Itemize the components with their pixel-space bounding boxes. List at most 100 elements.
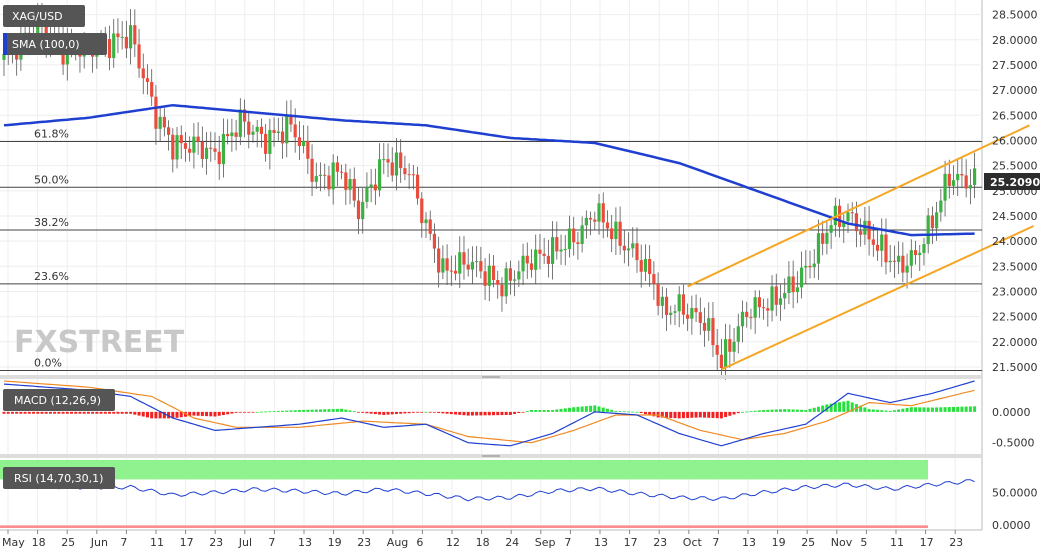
time-tick-label: 23 bbox=[949, 536, 963, 549]
candle-down bbox=[145, 78, 150, 82]
macd-histogram-bar bbox=[610, 409, 614, 412]
candle-down bbox=[538, 249, 542, 254]
macd-histogram-bar bbox=[289, 410, 293, 412]
macd-histogram-bar bbox=[876, 409, 880, 412]
macd-histogram-bar bbox=[567, 407, 571, 412]
time-tick-label: 11 bbox=[890, 536, 904, 549]
candle-down bbox=[576, 242, 580, 244]
macd-histogram-bar bbox=[753, 410, 757, 412]
last-price-tag bbox=[984, 173, 1040, 190]
time-tick-label: Sep bbox=[535, 536, 556, 549]
candle-down bbox=[555, 237, 559, 252]
candle-down bbox=[154, 96, 158, 129]
macd-histogram-bar bbox=[78, 411, 82, 414]
sma-legend-swatch bbox=[3, 33, 7, 55]
candle-up bbox=[935, 212, 939, 229]
candle-up bbox=[112, 33, 116, 58]
candle-down bbox=[356, 200, 361, 220]
candle-down bbox=[373, 184, 377, 191]
macd-histogram-bar bbox=[108, 411, 111, 414]
candle-up bbox=[204, 147, 209, 159]
macd-histogram-bar bbox=[335, 408, 339, 412]
macd-histogram-bar bbox=[57, 411, 61, 414]
candle-down bbox=[247, 121, 251, 135]
candle-down bbox=[529, 263, 534, 270]
candle-up bbox=[897, 255, 901, 262]
candle-up bbox=[783, 292, 787, 299]
macd-histogram-bar bbox=[918, 407, 922, 412]
candle-up bbox=[192, 136, 196, 153]
candle-down bbox=[483, 271, 487, 286]
candle-down bbox=[272, 130, 276, 133]
macd-histogram-bar bbox=[386, 411, 390, 415]
time-tick-label: 19 bbox=[328, 536, 342, 549]
macd-histogram-bar bbox=[930, 407, 934, 412]
candle-down bbox=[711, 318, 715, 346]
time-tick-label: 13 bbox=[298, 536, 312, 549]
candle-down bbox=[681, 294, 686, 315]
macd-histogram-bar bbox=[53, 411, 57, 414]
macd-histogram-bar bbox=[116, 411, 120, 414]
candle-up bbox=[175, 135, 179, 160]
macd-histogram-bar bbox=[551, 410, 555, 412]
macd-histogram-bar bbox=[631, 411, 635, 413]
candle-down bbox=[124, 36, 128, 49]
candle-down bbox=[403, 168, 407, 175]
candle-up bbox=[846, 212, 850, 222]
rsi-line bbox=[3, 479, 975, 502]
macd-histogram-bar bbox=[880, 410, 884, 412]
macd-histogram-bar bbox=[416, 411, 420, 413]
candle-up bbox=[643, 258, 648, 272]
candle-down bbox=[242, 109, 247, 122]
candle-down bbox=[542, 253, 546, 256]
candle-down bbox=[280, 131, 285, 144]
candle-up bbox=[626, 248, 631, 251]
candle-down bbox=[762, 307, 766, 309]
macd-histogram-bar bbox=[175, 411, 179, 418]
time-tick-label: Aug bbox=[387, 536, 408, 549]
candle-up bbox=[778, 298, 783, 305]
macd-histogram-bar bbox=[888, 410, 892, 412]
candle-up bbox=[331, 162, 335, 190]
time-tick-label: 7 bbox=[120, 536, 127, 549]
candle-up bbox=[394, 152, 399, 176]
candle-down bbox=[766, 308, 770, 311]
macd-histogram-bar bbox=[247, 411, 251, 413]
candle-down bbox=[686, 314, 690, 319]
price-tick-label: 27.0000 bbox=[992, 84, 1038, 97]
candle-down bbox=[188, 148, 192, 153]
macd-histogram-bar bbox=[622, 411, 626, 413]
price-tick-label: 28.5000 bbox=[992, 9, 1038, 22]
candle-up bbox=[517, 271, 521, 280]
macd-histogram-bar bbox=[669, 411, 673, 418]
candle-down bbox=[867, 220, 871, 240]
candle-down bbox=[213, 148, 217, 152]
macd-histogram-bar bbox=[462, 411, 466, 416]
rsi-legend-box bbox=[3, 467, 115, 489]
candle-up bbox=[614, 221, 618, 240]
macd-histogram-bar bbox=[61, 411, 65, 414]
candle-down bbox=[854, 213, 859, 232]
candle-down bbox=[875, 244, 880, 251]
candle-up bbox=[842, 221, 846, 227]
macd-histogram-bar bbox=[103, 411, 107, 414]
macd-tick-label: -0.5000 bbox=[992, 437, 1034, 450]
macd-histogram-bar bbox=[74, 411, 78, 414]
macd-histogram-bar bbox=[48, 411, 52, 414]
candle-down bbox=[399, 152, 403, 169]
candle-down bbox=[133, 25, 137, 45]
candle-down bbox=[196, 136, 200, 142]
candle-down bbox=[719, 354, 723, 369]
macd-histogram-bar bbox=[323, 409, 327, 412]
candle-down bbox=[166, 127, 171, 135]
macd-histogram-bar bbox=[681, 411, 685, 419]
macd-histogram-bar bbox=[179, 411, 183, 418]
macd-histogram-bar bbox=[964, 406, 968, 412]
candle-down bbox=[947, 173, 951, 186]
macd-histogram-bar bbox=[382, 411, 386, 415]
candle-down bbox=[171, 134, 175, 160]
candle-down bbox=[217, 151, 221, 165]
candle-down bbox=[892, 260, 897, 262]
candle-down bbox=[960, 174, 964, 176]
macd-histogram-bar bbox=[40, 411, 44, 414]
